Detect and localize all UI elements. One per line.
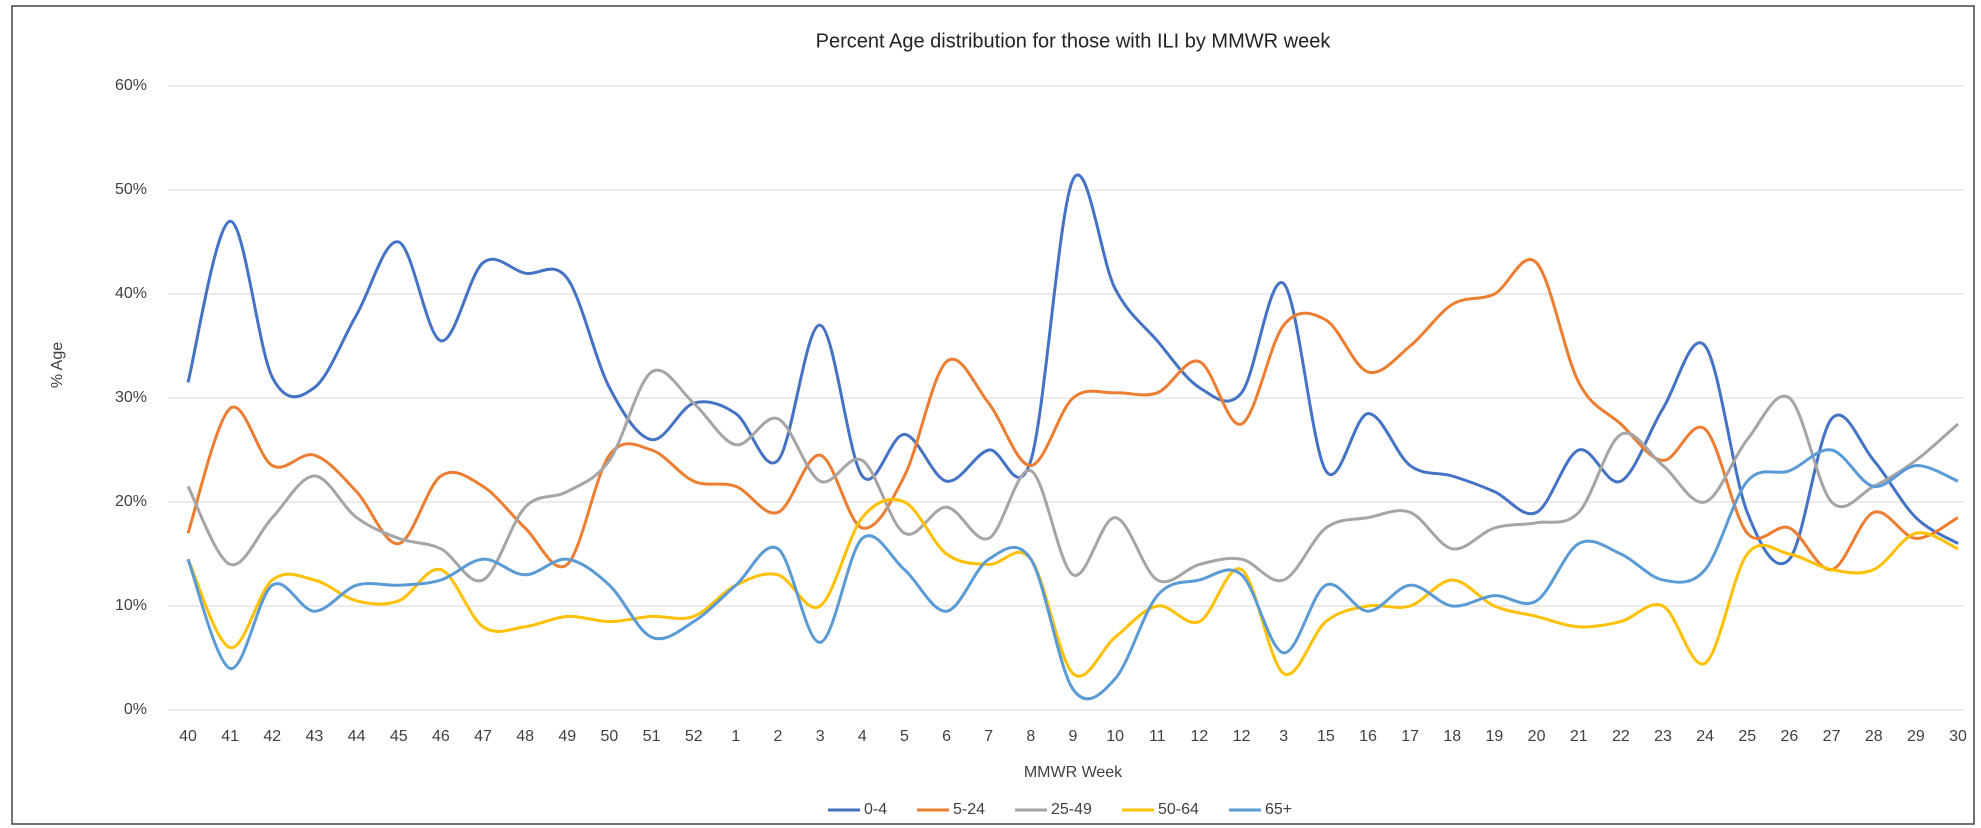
x-tick-label: 9 [1069, 728, 1078, 745]
x-tick-label: 41 [221, 728, 239, 745]
x-tick-label: 42 [263, 728, 281, 745]
x-tick-label: 29 [1907, 728, 1925, 745]
x-tick-label: 12 [1233, 728, 1251, 745]
series-line [186, 497, 1959, 678]
x-tick-label: 48 [516, 728, 534, 745]
x-tick-label: 17 [1401, 728, 1419, 745]
x-tick-label: 15 [1317, 728, 1335, 745]
legend-label: 65+ [1265, 801, 1292, 818]
x-tick-label: 1 [731, 728, 740, 745]
y-tick-label: 60% [115, 77, 147, 94]
y-tick-label: 50% [115, 181, 147, 198]
x-tick-label: 50 [601, 728, 619, 745]
legend-label: 0-4 [864, 801, 887, 818]
x-tick-label: 22 [1612, 728, 1630, 745]
x-tick-label: 21 [1570, 728, 1588, 745]
x-tick-label: 51 [643, 728, 661, 745]
x-tick-label: 49 [558, 728, 576, 745]
x-tick-label: 10 [1106, 728, 1124, 745]
x-tick-label: 30 [1949, 728, 1967, 745]
x-tick-label: 28 [1865, 728, 1883, 745]
y-tick-label: 40% [115, 285, 147, 302]
x-tick-label: 2 [774, 728, 783, 745]
series-line [186, 173, 1959, 566]
x-tick-label: 18 [1443, 728, 1461, 745]
x-tick-label: 3 [816, 728, 825, 745]
y-axis-title: % Age [49, 342, 66, 388]
x-tick-label: 25 [1738, 728, 1756, 745]
legend-label: 5-24 [953, 801, 985, 818]
legend-label: 50-64 [1158, 801, 1199, 818]
x-tick-label: 7 [984, 728, 993, 745]
x-tick-label: 24 [1696, 728, 1714, 745]
x-tick-label: 19 [1486, 728, 1504, 745]
x-tick-label: 6 [942, 728, 951, 745]
series-line [186, 258, 1959, 572]
chart-title: Percent Age distribution for those with … [816, 30, 1332, 52]
x-tick-label: 3 [1279, 728, 1288, 745]
x-tick-label: 44 [348, 728, 366, 745]
x-tick-label: 45 [390, 728, 408, 745]
x-tick-label: 46 [432, 728, 450, 745]
x-tick-label: 52 [685, 728, 703, 745]
x-tick-label: 16 [1359, 728, 1377, 745]
x-tick-label: 23 [1654, 728, 1672, 745]
x-tick-label: 20 [1528, 728, 1546, 745]
x-tick-label: 26 [1781, 728, 1799, 745]
legend-label: 25-49 [1051, 801, 1092, 818]
series-line [186, 448, 1959, 701]
y-tick-label: 0% [124, 701, 147, 718]
x-tick-label: 11 [1149, 728, 1166, 745]
y-tick-label: 20% [115, 493, 147, 510]
x-tick-label: 8 [1026, 728, 1035, 745]
chart-border [11, 5, 1975, 825]
x-tick-label: 5 [900, 728, 909, 745]
x-tick-label: 40 [179, 728, 197, 745]
x-axis-title: MMWR Week [1024, 764, 1123, 781]
series-line [186, 368, 1959, 584]
y-tick-label: 30% [115, 389, 147, 406]
x-tick-label: 27 [1823, 728, 1841, 745]
x-tick-label: 43 [306, 728, 324, 745]
x-tick-label: 47 [474, 728, 492, 745]
y-tick-label: 10% [115, 597, 147, 614]
x-tick-label: 4 [858, 728, 867, 745]
x-tick-label: 12 [1191, 728, 1209, 745]
